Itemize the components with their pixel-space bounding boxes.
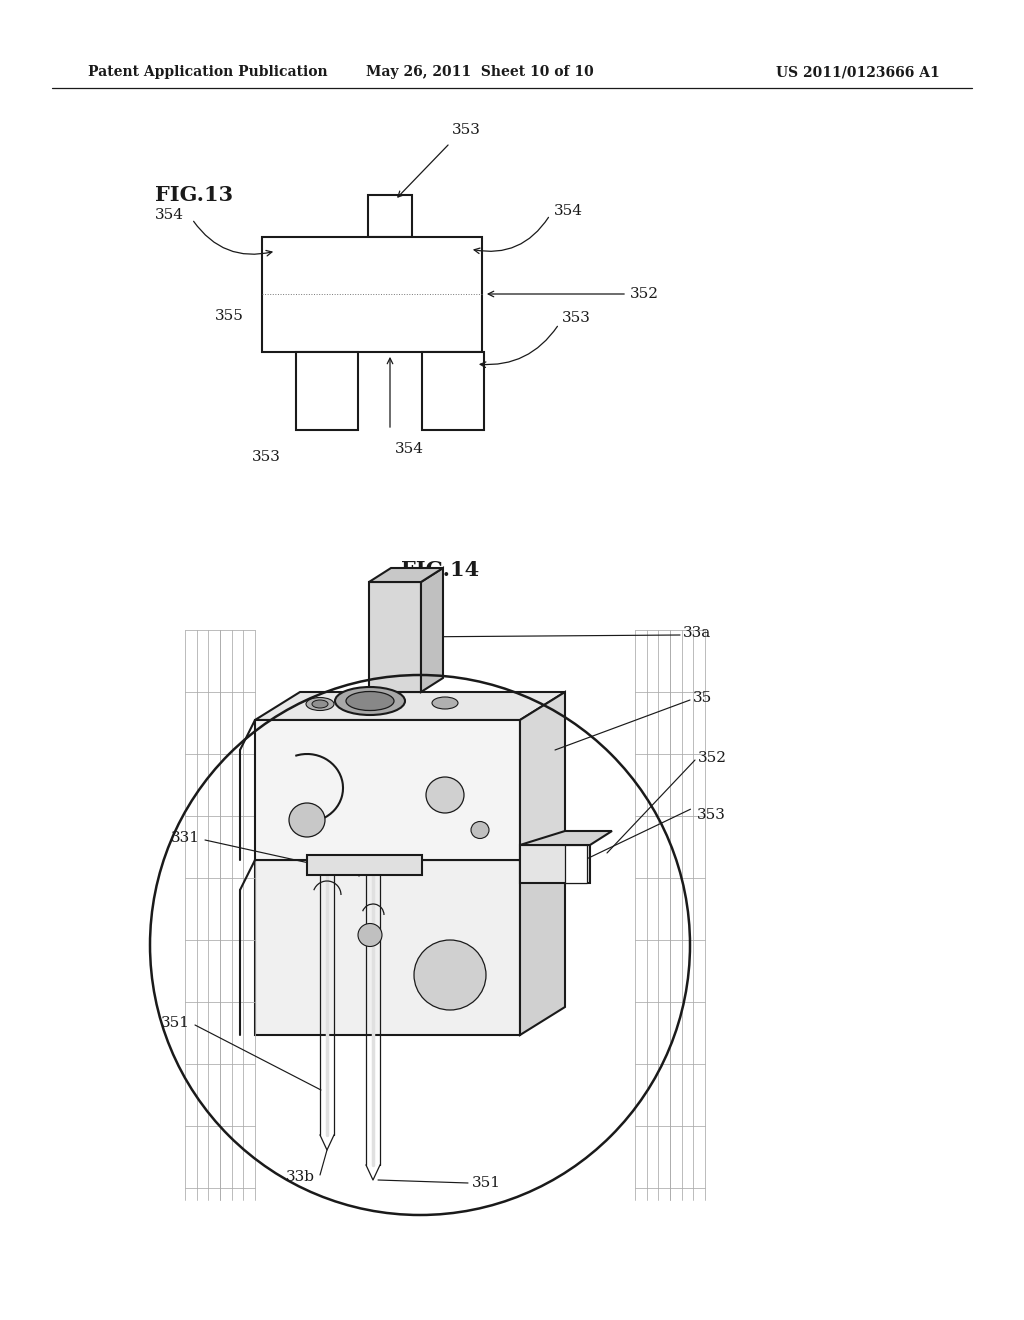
Bar	[307, 855, 422, 875]
Text: FIG.14: FIG.14	[400, 560, 479, 579]
Text: 331: 331	[171, 832, 200, 845]
Bar	[262, 238, 482, 352]
Polygon shape	[369, 568, 443, 582]
Text: 354: 354	[155, 209, 184, 222]
Text: 354: 354	[554, 205, 583, 218]
Bar	[368, 195, 412, 238]
Polygon shape	[421, 568, 443, 692]
Bar	[565, 845, 587, 883]
Bar	[369, 582, 421, 692]
Polygon shape	[520, 692, 565, 861]
Text: 352: 352	[698, 751, 727, 766]
Ellipse shape	[414, 940, 486, 1010]
Ellipse shape	[335, 686, 406, 715]
Text: 353: 353	[697, 808, 726, 822]
Polygon shape	[520, 832, 612, 845]
Text: 354: 354	[395, 442, 424, 455]
Text: May 26, 2011  Sheet 10 of 10: May 26, 2011 Sheet 10 of 10	[367, 65, 594, 79]
Text: 353: 353	[452, 123, 481, 137]
Text: 351: 351	[472, 1176, 501, 1191]
Text: 353: 353	[562, 312, 591, 325]
Ellipse shape	[432, 697, 458, 709]
Bar	[422, 352, 484, 430]
Text: 355: 355	[215, 309, 244, 323]
Text: US 2011/0123666 A1: US 2011/0123666 A1	[776, 65, 940, 79]
Ellipse shape	[289, 803, 325, 837]
Ellipse shape	[306, 697, 334, 710]
Text: 33b: 33b	[286, 1170, 315, 1184]
Bar	[255, 861, 520, 1035]
Text: 352: 352	[630, 286, 659, 301]
Bar	[520, 845, 590, 883]
Ellipse shape	[312, 700, 328, 708]
Ellipse shape	[426, 777, 464, 813]
Ellipse shape	[358, 924, 382, 946]
Polygon shape	[255, 692, 565, 719]
Text: 33a: 33a	[683, 626, 712, 640]
Bar	[296, 352, 358, 430]
Text: 351: 351	[161, 1016, 190, 1030]
Ellipse shape	[471, 821, 489, 838]
Text: Patent Application Publication: Patent Application Publication	[88, 65, 328, 79]
Polygon shape	[255, 832, 565, 861]
Text: 353: 353	[252, 450, 281, 465]
Text: 35: 35	[693, 690, 713, 705]
Polygon shape	[520, 832, 565, 1035]
Bar	[255, 719, 520, 861]
Ellipse shape	[346, 692, 394, 710]
Text: FIG.13: FIG.13	[155, 185, 233, 205]
